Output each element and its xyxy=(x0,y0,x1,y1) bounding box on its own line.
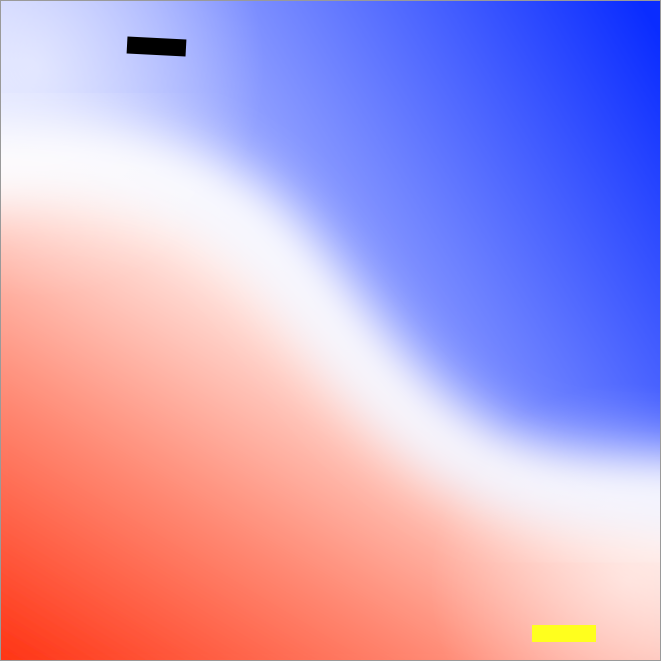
light-tag-marker xyxy=(532,625,596,642)
dark-tag-marker xyxy=(126,36,187,57)
